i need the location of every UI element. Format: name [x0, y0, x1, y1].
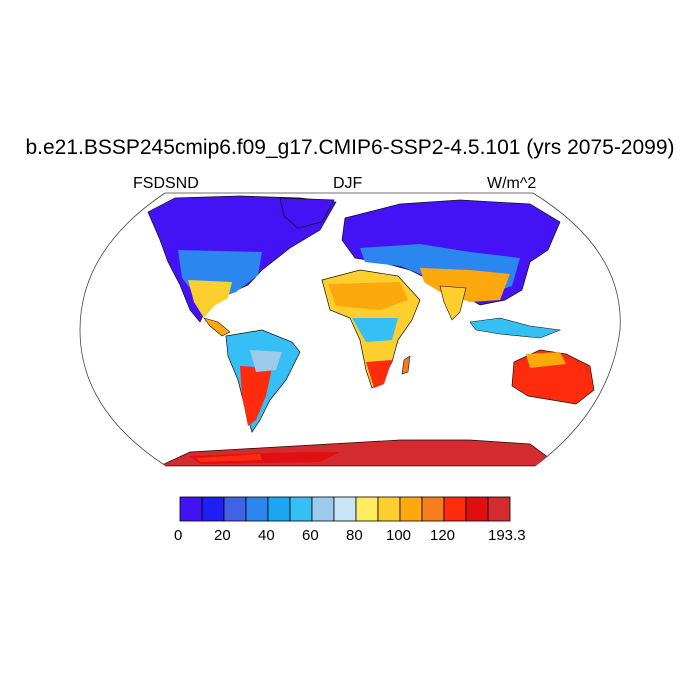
- units-label: W/m^2: [487, 175, 537, 192]
- madagascar: [401, 355, 411, 375]
- colorbar-cell: [465, 496, 489, 522]
- colorbar-tick-label: 80: [346, 527, 363, 544]
- central-america: [203, 317, 231, 337]
- australia-north: [526, 352, 566, 368]
- south-america-south: [240, 366, 272, 426]
- colorbar-cell: [421, 496, 445, 522]
- africa-central: [352, 318, 398, 342]
- colorbar-tick-label: 120: [430, 527, 456, 544]
- colorbar-tick-label: 193.3: [488, 527, 526, 544]
- colorbar-tick-label: 40: [258, 527, 275, 544]
- colorbar-tick-label: 60: [302, 527, 319, 544]
- colorbar-cell: [399, 496, 423, 522]
- colorbar-cell: [487, 496, 511, 522]
- colorbar-cell: [179, 496, 203, 522]
- colorbar-cell: [289, 496, 313, 522]
- colorbar-tick-label: 100: [386, 527, 412, 544]
- colorbar-tick-label: 20: [214, 527, 231, 544]
- colorbar-cell: [267, 496, 291, 522]
- south-america-mid: [250, 350, 282, 372]
- india: [439, 285, 467, 321]
- maritime-continent: [469, 317, 562, 339]
- asia-south: [420, 268, 510, 302]
- antarctica-coast: [196, 454, 262, 462]
- plot-title: b.e21.BSSP245cmip6.f09_g17.CMIP6-SSP2-4.…: [25, 136, 675, 159]
- colorbar-tick-label: 0: [174, 527, 183, 544]
- season-label: DJF: [333, 175, 363, 192]
- colorbar-cell: [245, 496, 269, 522]
- colorbar-cell: [355, 496, 379, 522]
- greenland: [279, 197, 335, 229]
- variable-label: FSDSND: [133, 175, 199, 192]
- colorbar-cell: [333, 496, 357, 522]
- colorbar-cell: [443, 496, 467, 522]
- colorbar-cell: [223, 496, 247, 522]
- colorbar-cell: [201, 496, 225, 522]
- colorbar-cell: [377, 496, 401, 522]
- africa-south: [366, 360, 392, 388]
- colorbar-cell: [311, 496, 335, 522]
- north-america-south: [188, 280, 232, 318]
- africa-sahara: [328, 282, 408, 310]
